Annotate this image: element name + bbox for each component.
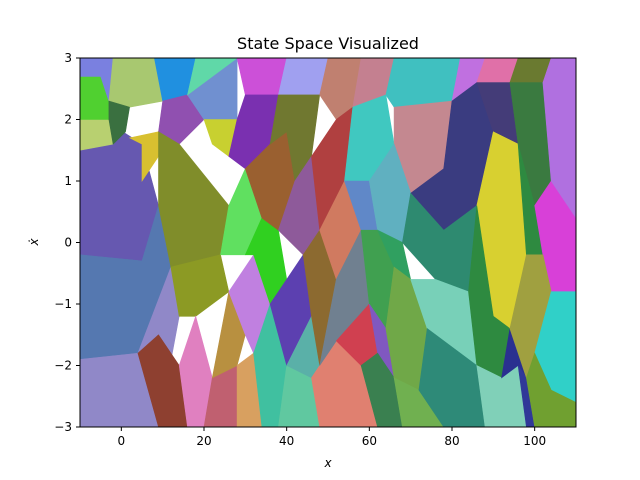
y-tick-label: 0 — [64, 236, 72, 250]
x-tick-label: 80 — [444, 434, 459, 448]
x-axis: 0 20 40 60 80 100 — [118, 427, 546, 448]
x-tick-label: 20 — [196, 434, 211, 448]
state-region-11 — [158, 94, 205, 145]
state-region-48 — [385, 57, 461, 108]
y-tick-label: 3 — [64, 51, 72, 65]
y-axis: −3 −2 −1 0 1 2 3 — [54, 51, 80, 434]
state-region-9 — [128, 131, 159, 182]
y-tick-label: 2 — [64, 113, 72, 127]
state-region-7 — [108, 57, 164, 108]
state-region-12 — [158, 131, 230, 268]
y-axis-label: ẋ — [27, 238, 41, 247]
x-tick-label: 0 — [118, 434, 126, 448]
y-tick-label: −3 — [54, 420, 72, 434]
x-axis-label: x — [323, 456, 332, 470]
state-region-23 — [236, 57, 288, 96]
x-tick-label: 100 — [523, 434, 546, 448]
x-tick-label: 60 — [362, 434, 377, 448]
state-region-31 — [278, 57, 329, 96]
state-region-group — [79, 57, 577, 428]
y-tick-label: 1 — [64, 174, 72, 188]
chart-title: State Space Visualized — [237, 34, 419, 53]
state-region-8 — [108, 100, 130, 145]
y-tick-label: −1 — [54, 297, 72, 311]
x-tick-label: 40 — [279, 434, 294, 448]
state-region-13 — [170, 254, 230, 317]
y-tick-label: −2 — [54, 359, 72, 373]
